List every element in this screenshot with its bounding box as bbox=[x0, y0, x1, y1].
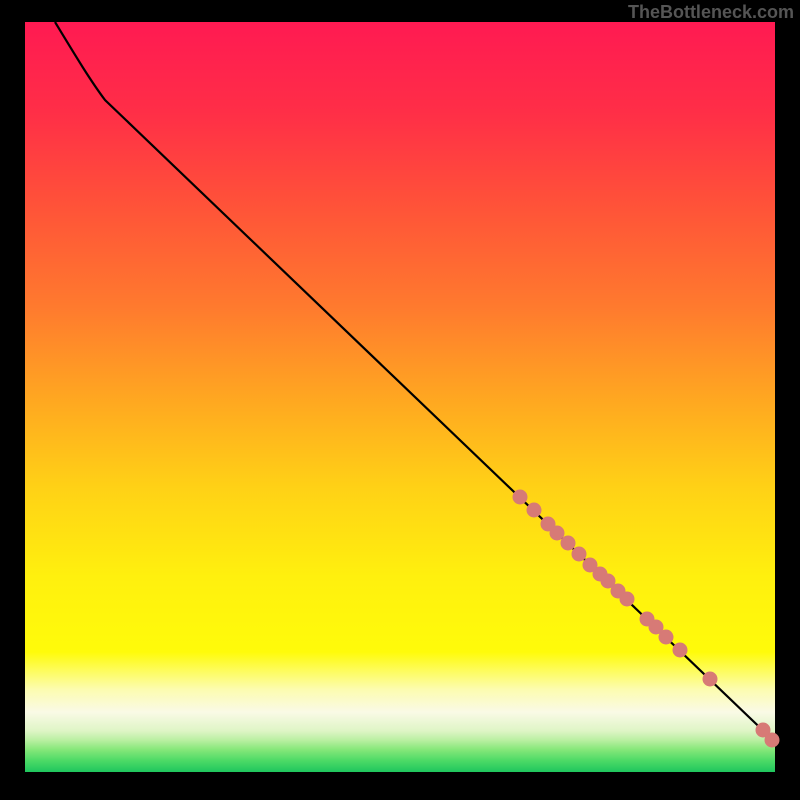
attribution-text: TheBottleneck.com bbox=[628, 2, 794, 23]
data-marker bbox=[527, 503, 541, 517]
data-marker bbox=[765, 733, 779, 747]
chart-container: TheBottleneck.com bbox=[0, 0, 800, 800]
data-marker bbox=[673, 643, 687, 657]
data-marker bbox=[703, 672, 717, 686]
data-marker bbox=[620, 592, 634, 606]
data-marker bbox=[659, 630, 673, 644]
data-marker bbox=[561, 536, 575, 550]
data-marker bbox=[572, 547, 586, 561]
chart-background bbox=[25, 22, 775, 772]
data-marker bbox=[513, 490, 527, 504]
chart-svg bbox=[0, 0, 800, 800]
data-marker bbox=[550, 526, 564, 540]
